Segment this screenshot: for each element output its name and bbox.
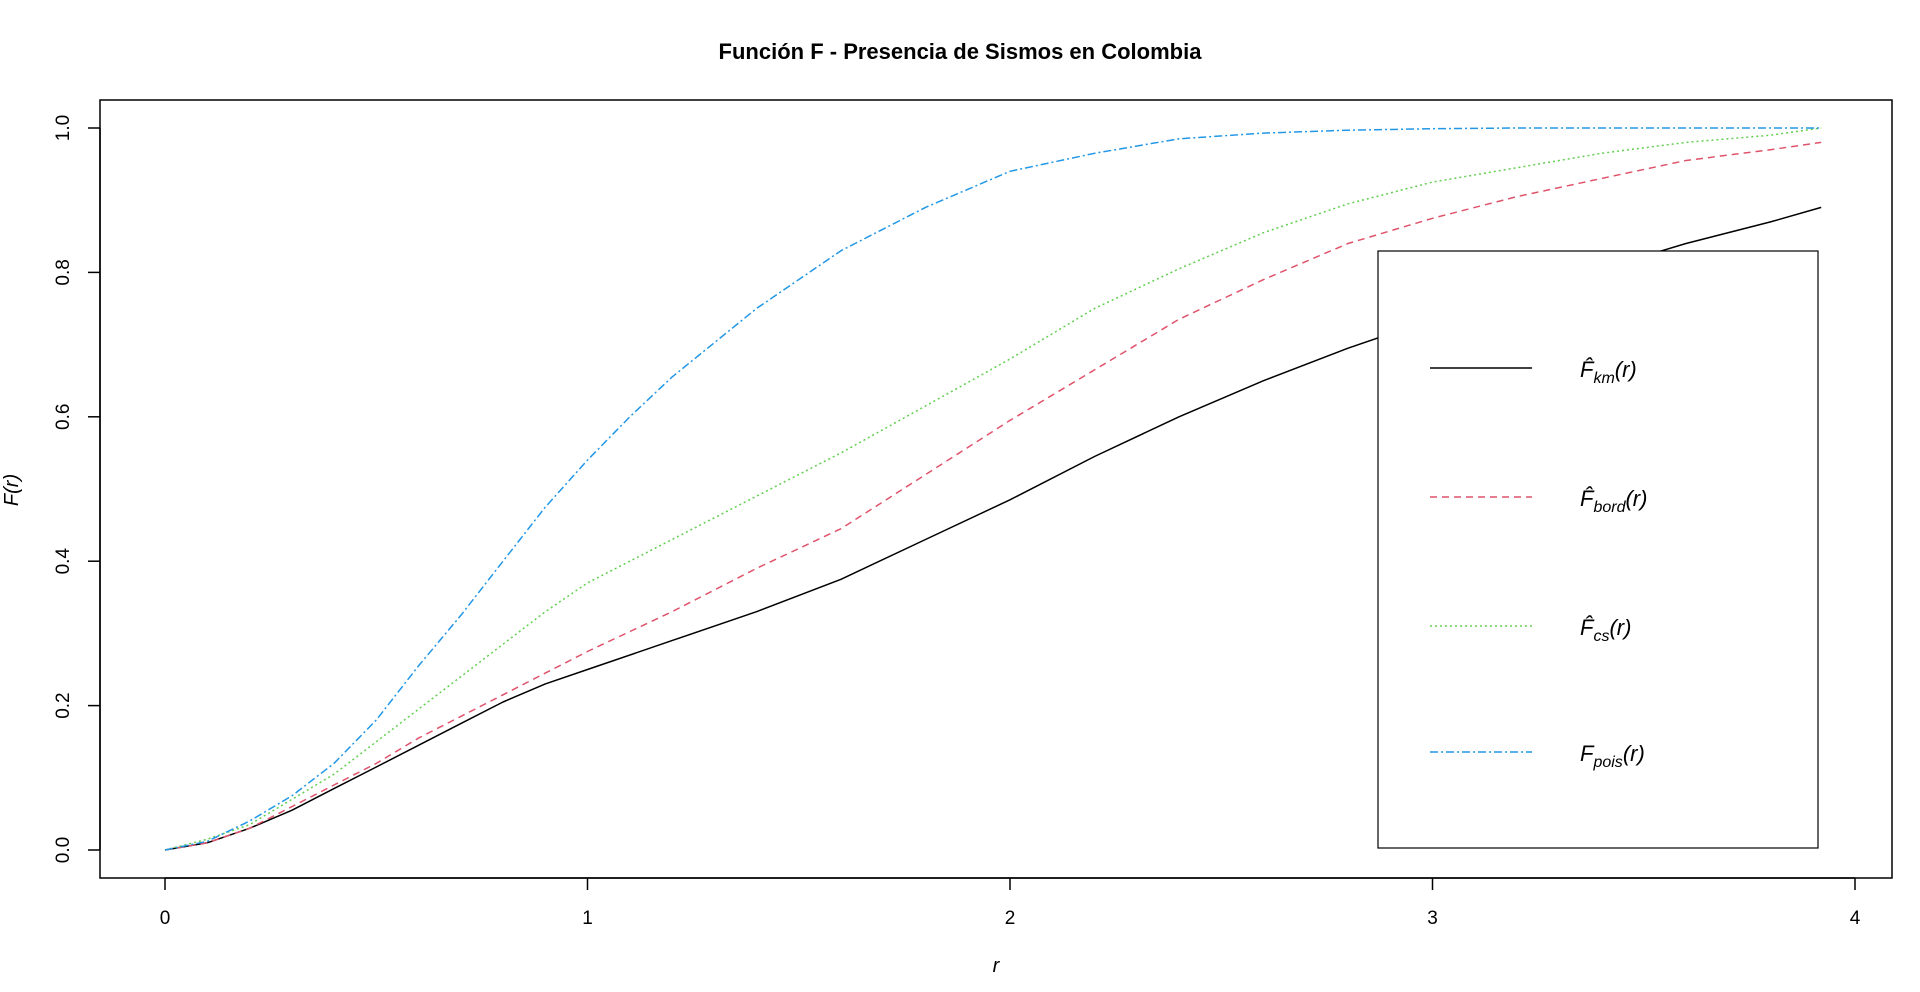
chart-title: Función F - Presencia de Sismos en Colom… [719, 39, 1203, 64]
y-axis: 0.0 0.2 0.4 0.6 0.8 1.0 [53, 115, 101, 863]
legend-base: F̂ [1580, 357, 1595, 382]
legend-label-cs: F̂cs(r) [1580, 615, 1631, 645]
legend-label-bord: F̂bord(r) [1580, 486, 1647, 516]
series-pois [164, 127, 1822, 851]
y-tick-label: 0.6 [53, 404, 74, 430]
x-tick-label: 1 [582, 908, 593, 929]
series-line-bord [164, 141, 1822, 851]
legend-subscript: cs [1593, 628, 1609, 645]
legend-label-km: F̂km(r) [1580, 357, 1637, 387]
y-tick-label: 0.0 [53, 837, 74, 863]
legend-base: F̂ [1580, 615, 1595, 640]
legend-label-pois: Fpois(r) [1580, 741, 1645, 771]
legend-arg: (r) [1615, 357, 1637, 382]
legend-subscript: km [1593, 370, 1614, 387]
legend-base: F [1580, 741, 1595, 766]
y-tick-label: 0.4 [53, 548, 74, 575]
x-tick-label: 4 [1850, 908, 1861, 929]
legend: F̂km(r)F̂bord(r)F̂cs(r)Fpois(r) [1377, 250, 1819, 849]
legend-subscript: bord [1593, 499, 1626, 516]
legend-arg: (r) [1623, 741, 1645, 766]
x-tick-label: 3 [1427, 908, 1438, 929]
legend-base: F̂ [1580, 486, 1595, 511]
legend-box [1377, 250, 1819, 849]
x-tick-label: 2 [1005, 908, 1016, 929]
x-axis: 0 1 2 3 4 [160, 877, 1861, 929]
x-axis-label: r [993, 955, 1001, 977]
y-tick-label: 1.0 [53, 115, 74, 141]
x-tick-label: 0 [160, 908, 171, 929]
series-bord [164, 141, 1822, 851]
series-line-pois [164, 127, 1822, 851]
y-axis-label: F(r) [1, 474, 23, 506]
legend-arg: (r) [1625, 486, 1647, 511]
series-line-cs [164, 127, 1822, 851]
legend-subscript: pois [1592, 754, 1622, 771]
y-tick-label: 0.8 [53, 259, 74, 285]
series-cs [164, 127, 1822, 851]
y-tick-label: 0.2 [53, 692, 74, 718]
legend-arg: (r) [1609, 615, 1631, 640]
